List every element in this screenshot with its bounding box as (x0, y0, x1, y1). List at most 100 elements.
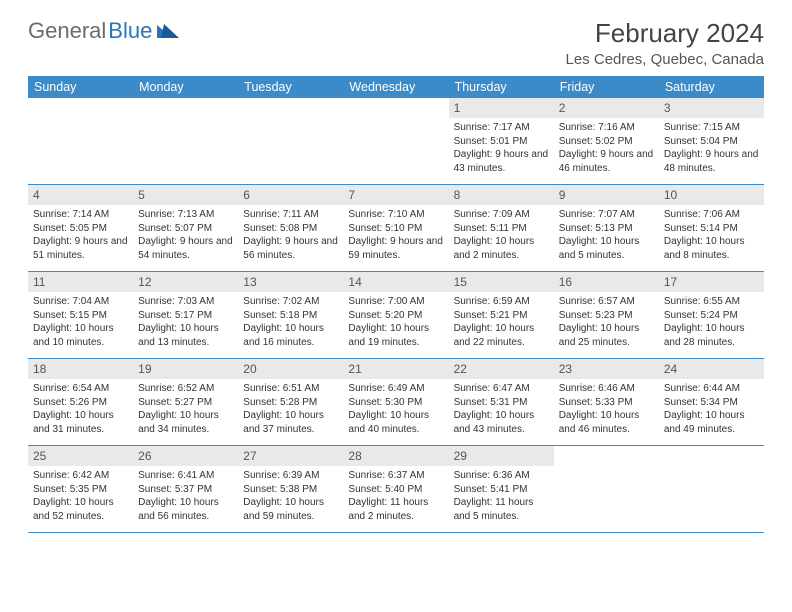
day-cell: 29Sunrise: 6:36 AMSunset: 5:41 PMDayligh… (449, 446, 554, 532)
brand-logo: General Blue (28, 18, 179, 44)
day-cell (659, 446, 764, 532)
date-number: 22 (449, 359, 554, 379)
sunrise-line: Sunrise: 7:06 AM (664, 208, 759, 222)
date-number: 29 (449, 446, 554, 466)
week-row: 18Sunrise: 6:54 AMSunset: 5:26 PMDayligh… (28, 359, 764, 446)
date-number: 10 (659, 185, 764, 205)
weekday-header-row: SundayMondayTuesdayWednesdayThursdayFrid… (28, 76, 764, 98)
date-number: 28 (343, 446, 448, 466)
daylight-line: Daylight: 10 hours and 10 minutes. (33, 322, 128, 349)
title-block: February 2024 Les Cedres, Quebec, Canada (566, 18, 764, 68)
date-number: 18 (28, 359, 133, 379)
sunset-line: Sunset: 5:11 PM (454, 222, 549, 236)
sunset-line: Sunset: 5:17 PM (138, 309, 233, 323)
sunrise-line: Sunrise: 7:00 AM (348, 295, 443, 309)
sunset-line: Sunset: 5:13 PM (559, 222, 654, 236)
day-cell: 15Sunrise: 6:59 AMSunset: 5:21 PMDayligh… (449, 272, 554, 358)
sunrise-line: Sunrise: 6:46 AM (559, 382, 654, 396)
day-cell: 3Sunrise: 7:15 AMSunset: 5:04 PMDaylight… (659, 98, 764, 184)
sunrise-line: Sunrise: 7:03 AM (138, 295, 233, 309)
sunrise-line: Sunrise: 6:54 AM (33, 382, 128, 396)
daylight-line: Daylight: 9 hours and 46 minutes. (559, 148, 654, 175)
date-number: 13 (238, 272, 343, 292)
day-cell: 10Sunrise: 7:06 AMSunset: 5:14 PMDayligh… (659, 185, 764, 271)
daylight-line: Daylight: 9 hours and 51 minutes. (33, 235, 128, 262)
date-number: 2 (554, 98, 659, 118)
sunset-line: Sunset: 5:23 PM (559, 309, 654, 323)
sunset-line: Sunset: 5:35 PM (33, 483, 128, 497)
weekday-header: Monday (133, 76, 238, 98)
day-cell: 26Sunrise: 6:41 AMSunset: 5:37 PMDayligh… (133, 446, 238, 532)
calendar-grid: SundayMondayTuesdayWednesdayThursdayFrid… (28, 76, 764, 533)
sunrise-line: Sunrise: 6:49 AM (348, 382, 443, 396)
sunset-line: Sunset: 5:41 PM (454, 483, 549, 497)
date-number: 12 (133, 272, 238, 292)
daylight-line: Daylight: 10 hours and 13 minutes. (138, 322, 233, 349)
daylight-line: Daylight: 10 hours and 40 minutes. (348, 409, 443, 436)
week-row: 4Sunrise: 7:14 AMSunset: 5:05 PMDaylight… (28, 185, 764, 272)
date-number: 21 (343, 359, 448, 379)
sunset-line: Sunset: 5:04 PM (664, 135, 759, 149)
sunrise-line: Sunrise: 6:51 AM (243, 382, 338, 396)
daylight-line: Daylight: 10 hours and 37 minutes. (243, 409, 338, 436)
day-cell: 8Sunrise: 7:09 AMSunset: 5:11 PMDaylight… (449, 185, 554, 271)
sunset-line: Sunset: 5:34 PM (664, 396, 759, 410)
sunset-line: Sunset: 5:07 PM (138, 222, 233, 236)
date-number: 15 (449, 272, 554, 292)
sunset-line: Sunset: 5:02 PM (559, 135, 654, 149)
sunset-line: Sunset: 5:38 PM (243, 483, 338, 497)
date-number: 17 (659, 272, 764, 292)
day-cell (238, 98, 343, 184)
day-cell: 17Sunrise: 6:55 AMSunset: 5:24 PMDayligh… (659, 272, 764, 358)
day-cell: 11Sunrise: 7:04 AMSunset: 5:15 PMDayligh… (28, 272, 133, 358)
daylight-line: Daylight: 10 hours and 19 minutes. (348, 322, 443, 349)
day-cell: 9Sunrise: 7:07 AMSunset: 5:13 PMDaylight… (554, 185, 659, 271)
location-text: Les Cedres, Quebec, Canada (566, 51, 764, 68)
sunset-line: Sunset: 5:37 PM (138, 483, 233, 497)
month-title: February 2024 (566, 18, 764, 49)
date-number: 5 (133, 185, 238, 205)
date-number: 23 (554, 359, 659, 379)
date-number: 19 (133, 359, 238, 379)
weekday-header: Thursday (449, 76, 554, 98)
date-number: 1 (449, 98, 554, 118)
sunset-line: Sunset: 5:28 PM (243, 396, 338, 410)
sunrise-line: Sunrise: 6:47 AM (454, 382, 549, 396)
sunset-line: Sunset: 5:33 PM (559, 396, 654, 410)
daylight-line: Daylight: 9 hours and 54 minutes. (138, 235, 233, 262)
day-cell (28, 98, 133, 184)
sunset-line: Sunset: 5:18 PM (243, 309, 338, 323)
daylight-line: Daylight: 10 hours and 52 minutes. (33, 496, 128, 523)
weeks-container: 1Sunrise: 7:17 AMSunset: 5:01 PMDaylight… (28, 98, 764, 533)
day-cell: 14Sunrise: 7:00 AMSunset: 5:20 PMDayligh… (343, 272, 448, 358)
sunrise-line: Sunrise: 6:39 AM (243, 469, 338, 483)
date-number: 16 (554, 272, 659, 292)
daylight-line: Daylight: 10 hours and 5 minutes. (559, 235, 654, 262)
daylight-line: Daylight: 10 hours and 16 minutes. (243, 322, 338, 349)
date-number: 8 (449, 185, 554, 205)
sunrise-line: Sunrise: 7:15 AM (664, 121, 759, 135)
sunrise-line: Sunrise: 7:07 AM (559, 208, 654, 222)
daylight-line: Daylight: 9 hours and 48 minutes. (664, 148, 759, 175)
day-cell: 18Sunrise: 6:54 AMSunset: 5:26 PMDayligh… (28, 359, 133, 445)
sunset-line: Sunset: 5:24 PM (664, 309, 759, 323)
sunrise-line: Sunrise: 6:37 AM (348, 469, 443, 483)
sunrise-line: Sunrise: 7:02 AM (243, 295, 338, 309)
day-cell: 7Sunrise: 7:10 AMSunset: 5:10 PMDaylight… (343, 185, 448, 271)
sunset-line: Sunset: 5:10 PM (348, 222, 443, 236)
daylight-line: Daylight: 9 hours and 56 minutes. (243, 235, 338, 262)
sunset-line: Sunset: 5:31 PM (454, 396, 549, 410)
sunrise-line: Sunrise: 7:17 AM (454, 121, 549, 135)
daylight-line: Daylight: 10 hours and 2 minutes. (454, 235, 549, 262)
sunset-line: Sunset: 5:30 PM (348, 396, 443, 410)
date-number: 7 (343, 185, 448, 205)
sunrise-line: Sunrise: 6:42 AM (33, 469, 128, 483)
week-row: 1Sunrise: 7:17 AMSunset: 5:01 PMDaylight… (28, 98, 764, 185)
sunset-line: Sunset: 5:08 PM (243, 222, 338, 236)
sunset-line: Sunset: 5:15 PM (33, 309, 128, 323)
brand-part2: Blue (108, 18, 152, 44)
sunrise-line: Sunrise: 6:52 AM (138, 382, 233, 396)
sunset-line: Sunset: 5:21 PM (454, 309, 549, 323)
day-cell: 2Sunrise: 7:16 AMSunset: 5:02 PMDaylight… (554, 98, 659, 184)
sunset-line: Sunset: 5:40 PM (348, 483, 443, 497)
